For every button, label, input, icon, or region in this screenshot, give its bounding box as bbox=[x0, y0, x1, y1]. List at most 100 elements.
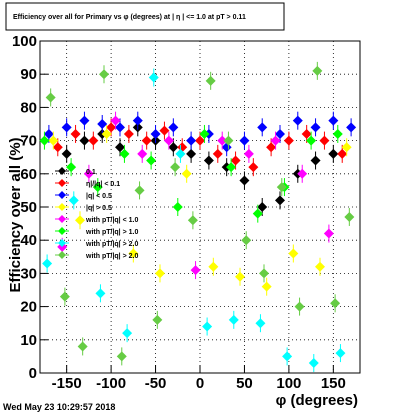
data-point-series-7 bbox=[223, 135, 234, 146]
legend-label: |q| > 0.5 bbox=[86, 205, 112, 212]
legend-label: with pT/|q| > 1.0 bbox=[85, 229, 138, 236]
data-point-series-0 bbox=[79, 135, 90, 146]
data-point-series-6 bbox=[228, 314, 239, 325]
data-point-series-0 bbox=[61, 148, 72, 159]
data-point-series-5 bbox=[199, 128, 210, 139]
y-tick-label: 70 bbox=[20, 133, 37, 150]
data-point-series-3 bbox=[181, 168, 192, 179]
data-point-series-5 bbox=[119, 148, 130, 159]
data-point-series-7 bbox=[205, 75, 216, 86]
data-point-series-5 bbox=[332, 128, 343, 139]
y-tick-label: 60 bbox=[20, 166, 37, 183]
data-point-series-3 bbox=[48, 135, 59, 146]
data-point-series-1 bbox=[52, 142, 63, 153]
data-point-series-1 bbox=[266, 142, 277, 153]
data-point-series-6 bbox=[42, 258, 53, 269]
data-point-series-6 bbox=[68, 195, 79, 206]
data-point-series-6 bbox=[175, 148, 186, 159]
data-point-series-0 bbox=[115, 142, 125, 153]
data-point-series-1 bbox=[88, 135, 99, 146]
data-point-series-1 bbox=[123, 128, 134, 139]
data-point-series-7 bbox=[294, 301, 305, 312]
data-point-series-7 bbox=[59, 291, 70, 302]
x-tick-label: 100 bbox=[276, 375, 301, 392]
data-point-series-2 bbox=[292, 115, 303, 126]
data-point-series-6 bbox=[335, 348, 346, 359]
data-point-series-7 bbox=[134, 185, 145, 196]
data-point-series-3 bbox=[155, 268, 165, 279]
data-point-series-1 bbox=[319, 135, 330, 146]
data-point-series-1 bbox=[141, 135, 152, 146]
data-point-series-6 bbox=[95, 288, 106, 299]
title-box bbox=[5, 2, 285, 31]
y-axis-title: Efficiency over all (%) bbox=[7, 137, 24, 292]
timestamp: Wed May 23 10:29:57 2018 bbox=[3, 402, 115, 412]
data-point-series-0 bbox=[328, 148, 339, 159]
data-point-series-2 bbox=[115, 122, 125, 133]
x-tick-label: -50 bbox=[145, 375, 167, 392]
data-point-series-4 bbox=[163, 135, 174, 146]
data-point-series-6 bbox=[202, 321, 213, 332]
data-point-series-3 bbox=[288, 248, 299, 259]
legend-label: |q| < 0.5 bbox=[86, 193, 112, 200]
data-point-series-4 bbox=[297, 168, 308, 179]
chart-title: Efficiency over all for Primary vs φ (de… bbox=[13, 14, 246, 21]
data-point-series-3 bbox=[235, 271, 245, 282]
legend: 0.1 η|/|q| < 0.1 |q| < 0.5 |q| > 0.5 with pT… bbox=[55, 167, 138, 260]
data-point-series-1 bbox=[230, 155, 241, 166]
data-point-series-6 bbox=[148, 72, 159, 83]
data-point-series-2 bbox=[310, 122, 321, 133]
data-point-series-6 bbox=[122, 328, 133, 339]
x-axis-title: φ (degrees) bbox=[276, 392, 358, 409]
data-point-series-6 bbox=[308, 358, 319, 369]
data-point-series-4 bbox=[270, 135, 281, 146]
data-point-series-7 bbox=[241, 235, 252, 246]
data-point-series-7 bbox=[170, 162, 181, 173]
data-point-series-1 bbox=[212, 148, 223, 159]
data-point-series-7 bbox=[99, 69, 109, 80]
y-tick-label: 50 bbox=[20, 199, 37, 216]
data-point-series-5 bbox=[306, 135, 317, 146]
y-tick-label: 100 bbox=[12, 33, 37, 50]
data-point-series-7 bbox=[77, 341, 88, 352]
data-point-series-2 bbox=[61, 122, 72, 133]
data-point-series-2 bbox=[97, 119, 108, 129]
data-point-series-4 bbox=[190, 265, 201, 276]
legend-label: with pT/|q| > 2.0 bbox=[85, 253, 138, 260]
legend-label: η|/|q| < 0.1 bbox=[86, 181, 120, 188]
data-point-series-3 bbox=[75, 215, 85, 226]
x-tick-label: -150 bbox=[52, 375, 82, 392]
data-point-series-2 bbox=[43, 128, 54, 139]
data-point-series-1 bbox=[248, 162, 259, 173]
data-point-series-6 bbox=[282, 351, 293, 362]
legend-label: with pT/|q| > 2.0 bbox=[85, 241, 138, 248]
y-tick-label: 90 bbox=[20, 66, 37, 83]
data-point-series-7 bbox=[330, 298, 341, 309]
data-point-series-2 bbox=[150, 128, 161, 139]
data-point-series-0 bbox=[275, 195, 285, 206]
x-tick-label: 150 bbox=[321, 375, 346, 392]
x-tick-label: 50 bbox=[236, 375, 253, 392]
legend-label: 0.1 bbox=[86, 169, 96, 176]
legend-label: with pT/|q| < 1.0 bbox=[85, 217, 138, 224]
data-point-series-7 bbox=[116, 351, 127, 362]
data-point-series-3 bbox=[101, 128, 112, 139]
y-tick-label: 30 bbox=[20, 265, 37, 282]
x-tick-label: -100 bbox=[96, 375, 126, 392]
data-point-series-0 bbox=[186, 148, 197, 159]
y-tick-label: 10 bbox=[20, 332, 37, 349]
data-point-series-7 bbox=[152, 314, 163, 325]
data-point-series-2 bbox=[132, 115, 143, 126]
data-point-series-6 bbox=[255, 318, 266, 329]
data-point-series-5 bbox=[92, 182, 103, 193]
data-point-series-1 bbox=[283, 135, 294, 146]
y-tick-label: 80 bbox=[20, 99, 37, 116]
data-point-series-3 bbox=[261, 281, 272, 292]
data-point-series-5 bbox=[39, 135, 50, 146]
data-point-series-2 bbox=[275, 128, 285, 139]
data-point-series-5 bbox=[252, 208, 263, 219]
data-point-series-4 bbox=[83, 168, 94, 179]
data-point-series-1 bbox=[337, 148, 348, 159]
data-point-series-1 bbox=[195, 135, 205, 146]
data-point-series-2 bbox=[257, 122, 268, 133]
